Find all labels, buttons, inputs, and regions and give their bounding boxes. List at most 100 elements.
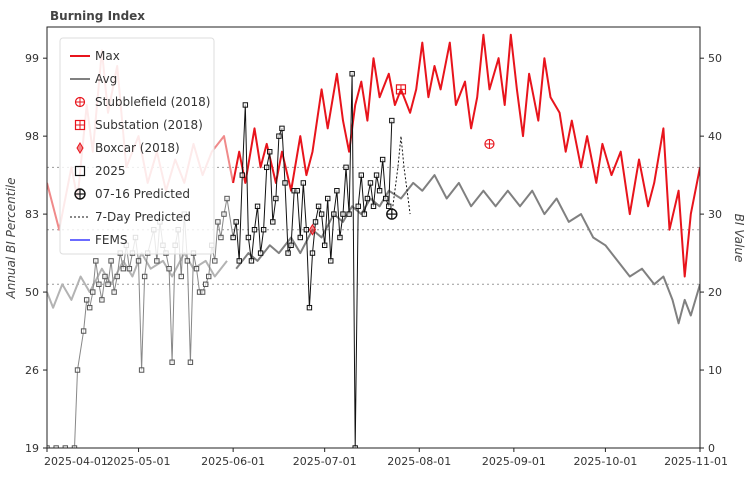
series-2025-point xyxy=(321,242,328,248)
series-2025-point xyxy=(267,149,273,155)
series-2025-point xyxy=(218,234,224,241)
boxcar-marker xyxy=(308,223,317,236)
series-2025-point xyxy=(74,367,81,373)
series-2025-point xyxy=(346,211,352,217)
series-2025-point xyxy=(264,164,270,171)
series-2025-point xyxy=(93,258,99,264)
y-right-tick-label: 20 xyxy=(708,286,722,299)
series-2025-point xyxy=(260,227,267,233)
legend-max-label: Max xyxy=(95,49,120,63)
series-2025-point xyxy=(83,297,90,303)
series-2025-point xyxy=(358,172,364,178)
series-2025-point xyxy=(236,258,242,264)
x-tick-label: 2025-06-01 xyxy=(201,455,265,468)
series-2025-point xyxy=(331,211,337,217)
seven-day-predicted-line xyxy=(391,135,411,215)
series-2025-point xyxy=(361,211,368,217)
series-2025-point xyxy=(221,211,227,217)
series-2025-point xyxy=(138,367,145,373)
chart-title: Burning Index xyxy=(50,9,145,23)
y-left-tick-label: 83 xyxy=(25,208,39,221)
series-2025-point xyxy=(337,234,343,241)
legend-y2025-label: 2025 xyxy=(95,164,126,178)
series-2025-point xyxy=(343,164,349,171)
y-left-tick-label: 19 xyxy=(25,442,39,455)
series-2025-point xyxy=(279,125,285,132)
series-2025-point xyxy=(383,195,389,202)
series-2025-point xyxy=(355,203,361,210)
series-2025-point xyxy=(254,203,261,210)
series-2025-point xyxy=(206,273,212,280)
series-2025-point xyxy=(87,304,93,311)
series-2025-point xyxy=(120,265,126,272)
y-axis-right: 0 10 20 30 40 50 xyxy=(700,52,722,455)
x-tick-label: 2025-10-01 xyxy=(573,455,637,468)
series-2025-point xyxy=(126,265,133,272)
series-2025-point xyxy=(282,180,288,186)
x-tick-label: 2025-07-01 xyxy=(293,455,357,468)
legend-predicted_7day-label: 7-Day Predicted xyxy=(95,210,191,224)
legend-fems-label: FEMS xyxy=(95,233,127,247)
series-2025-point xyxy=(135,258,142,264)
series-2025-point xyxy=(251,227,258,233)
series-2025-point xyxy=(184,258,191,264)
legend-boxcar-swatch xyxy=(76,142,84,154)
series-2025-point xyxy=(364,195,371,202)
series-2025-point xyxy=(309,250,316,256)
series-2025-point xyxy=(215,219,221,225)
y-left-tick-label: 99 xyxy=(25,52,39,65)
legend-avg-label: Avg xyxy=(95,72,117,86)
series-2025-point xyxy=(202,281,209,287)
series-2025-point xyxy=(239,172,245,178)
series-2025-point xyxy=(141,273,148,280)
series-2025-point xyxy=(224,195,230,202)
x-tick-label: 2025-05-01 xyxy=(107,455,171,468)
series-2025-point xyxy=(340,211,346,217)
y-axis-left: 19 26 50 83 98 99 xyxy=(25,52,47,455)
series-2025-point xyxy=(334,188,340,194)
series-2025-point xyxy=(370,203,377,210)
percentile-grid-lines xyxy=(47,166,700,285)
series-2025-point xyxy=(178,273,184,280)
x-tick-label: 2025-11-01 xyxy=(664,455,728,468)
x-tick-label: 2025-04-01 xyxy=(44,455,108,468)
series-2025-point xyxy=(108,258,114,264)
series-2025-point xyxy=(166,265,172,272)
series-2025-point xyxy=(318,211,325,217)
series-2025-point xyxy=(233,219,239,225)
series-2025-point xyxy=(297,234,303,241)
series-2025-point xyxy=(306,304,313,311)
y-left-tick-label: 98 xyxy=(25,130,39,143)
series-2025-point xyxy=(80,328,87,334)
series-2025-point xyxy=(102,273,108,280)
series-2025-point xyxy=(276,133,282,139)
series-2025-point xyxy=(389,117,395,124)
series-2025-point xyxy=(193,265,200,272)
series-2025-point xyxy=(105,281,111,287)
series-2025-point xyxy=(325,195,331,202)
series-2025-point xyxy=(285,250,291,256)
series-2025-point xyxy=(245,234,252,241)
series-2025-point xyxy=(248,258,255,264)
series-2025-point xyxy=(349,71,355,77)
y-axis-left-title: Annual BI Percentile xyxy=(4,177,18,299)
legend-substation-label: Substation (2018) xyxy=(95,118,203,132)
y-axis-right-title: BI Value xyxy=(732,214,746,263)
series-2025-point xyxy=(90,289,96,295)
series-2025-point xyxy=(114,273,120,280)
plot-frame xyxy=(46,26,701,449)
series-2025-point xyxy=(99,297,105,303)
series-2025-point xyxy=(303,227,310,233)
series-2025-point xyxy=(96,281,102,287)
series-2025-point xyxy=(328,258,334,264)
max-line xyxy=(232,33,700,278)
series-2025-point xyxy=(367,180,374,186)
series-2025-point xyxy=(288,242,294,248)
series-2025-point xyxy=(257,250,264,256)
legend-stubblefield-label: Stubblefield (2018) xyxy=(95,95,211,109)
y-right-tick-label: 0 xyxy=(708,442,715,455)
series-2025-point xyxy=(294,188,300,194)
